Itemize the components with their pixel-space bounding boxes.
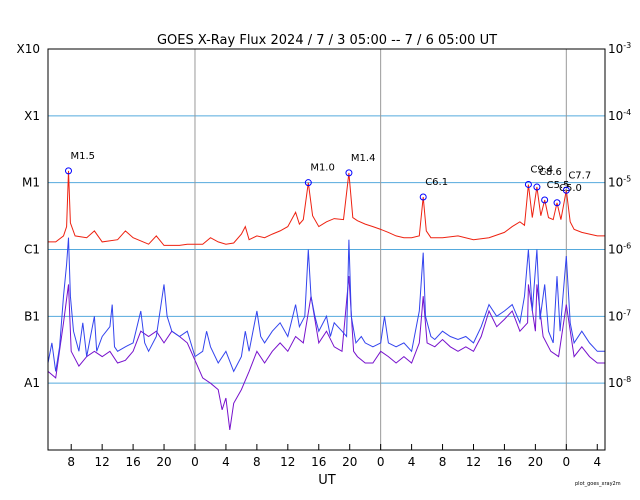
y-class-label: C1 <box>24 243 40 257</box>
y-flux-label: 10-8 <box>608 375 631 390</box>
x-tick-label: 20 <box>156 455 171 469</box>
series-line-short-2 <box>47 276 605 430</box>
flare-label: M1.4 <box>351 153 376 164</box>
x-tick-label: 20 <box>342 455 357 469</box>
plot-frame <box>47 48 606 451</box>
x-tick-label: 12 <box>466 455 481 469</box>
x-tick-label: 8 <box>67 455 75 469</box>
flare-label: C7.7 <box>568 170 591 181</box>
x-tick-label: 16 <box>311 455 326 469</box>
flare-marker <box>304 179 312 187</box>
flare-marker <box>419 193 427 201</box>
x-tick-label: 20 <box>528 455 543 469</box>
y-flux-label: 10-4 <box>608 108 631 123</box>
x-tick-label: 12 <box>280 455 295 469</box>
flare-label: C6.1 <box>425 177 448 188</box>
x-tick-label: 0 <box>562 455 570 469</box>
x-tick-label: 8 <box>439 455 447 469</box>
flare-label: C5.0 <box>559 183 582 194</box>
y-class-label: M1 <box>22 176 40 190</box>
flux-series <box>47 170 605 430</box>
axis-labels: 8 12 16 20 0 4 8 12 16 20 0 4 8 12 16 20 0 4 X10 X1 M1 C1 B1 A1… <box>17 41 632 469</box>
x-axis-label: UT <box>318 473 336 488</box>
flare-marker <box>562 186 570 194</box>
x-tick-label: 4 <box>222 455 230 469</box>
y-flux-label: 10-7 <box>608 308 631 323</box>
chart-title: GOES X-Ray Flux 2024 / 7 / 3 05:00 -- 7 … <box>157 33 497 48</box>
x-tick-label: 12 <box>95 455 110 469</box>
flare-marker <box>553 199 561 207</box>
y-flux-label: 10-3 <box>608 41 631 56</box>
plot-credit: plot_goes_xray2m <box>575 481 621 487</box>
x-tick-label: 4 <box>593 455 601 469</box>
y-class-label: B1 <box>24 309 40 323</box>
flare-label: M1.0 <box>310 163 335 174</box>
x-tick-label: 0 <box>377 455 385 469</box>
x-tick-label: 16 <box>125 455 140 469</box>
flare-label: M1.5 <box>71 151 96 162</box>
x-tick-label: 0 <box>191 455 199 469</box>
series-line-long <box>48 170 605 246</box>
x-tick-label: 16 <box>497 455 512 469</box>
flare-marker <box>524 180 532 188</box>
y-flux-label: 10-5 <box>608 175 631 190</box>
flare-label: C9.4 <box>530 164 553 175</box>
grid-lines <box>48 49 605 450</box>
y-class-label: X1 <box>24 109 40 123</box>
flare-label: C8.6 <box>539 167 562 178</box>
flare-marker <box>345 169 353 177</box>
x-tick-label: 8 <box>253 455 261 469</box>
flare-label: C5.5 <box>547 180 570 191</box>
y-flux-label: 10-6 <box>608 242 631 257</box>
series-line-short <box>47 237 605 373</box>
flare-marker <box>65 167 73 175</box>
x-tick-label: 4 <box>408 455 416 469</box>
flare-marker <box>533 183 541 191</box>
flare-markers: M1.5 M1.0 M1.4 C6.1 C9.4C8.6 C5.5C5.0 C7.7 <box>65 151 591 207</box>
y-class-label: X10 <box>17 42 41 56</box>
flare-marker <box>541 196 549 204</box>
y-class-label: A1 <box>24 376 40 390</box>
